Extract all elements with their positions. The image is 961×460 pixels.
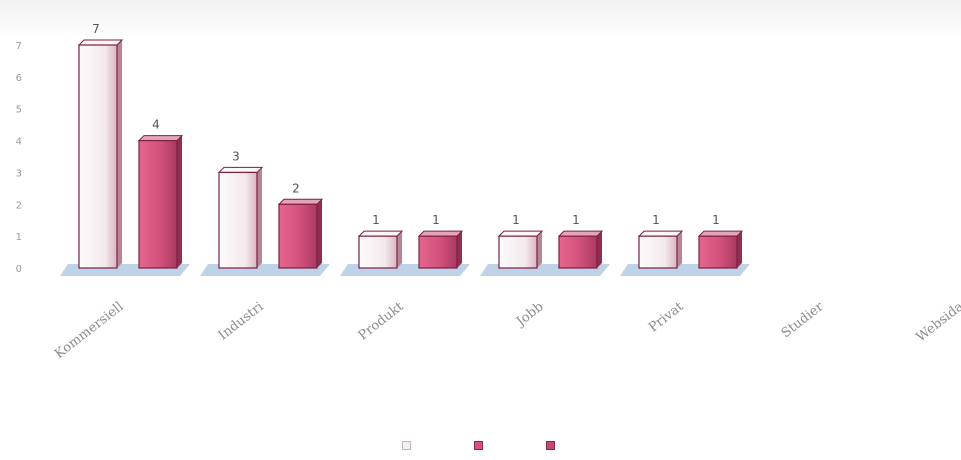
bar-side-light (257, 167, 262, 268)
data-label: 1 (712, 213, 720, 227)
data-label: 1 (432, 213, 440, 227)
bar-light (358, 235, 398, 269)
y-tick-label: 7 (16, 41, 22, 52)
bar-side-light (537, 231, 542, 268)
data-label: 2 (292, 181, 300, 195)
y-tick-label: 0 (16, 264, 22, 275)
bar-top-light (637, 230, 684, 237)
legend-swatch (473, 441, 483, 450)
bar-side-light (677, 231, 682, 268)
legend-swatch (545, 441, 555, 450)
legend-item (401, 441, 416, 450)
y-tick-label: 1 (16, 232, 22, 243)
bar-side-pink (737, 231, 742, 268)
bar-light (638, 235, 678, 269)
bar-light (218, 171, 258, 269)
bar-side-pink (317, 199, 322, 268)
x-tick-label: Jobb (512, 299, 546, 330)
bar-top-light (497, 230, 544, 237)
bar-pink (418, 235, 458, 269)
y-tick-label: 2 (16, 200, 22, 211)
bar-light (78, 44, 118, 269)
bar-side-pink (177, 135, 182, 268)
bar-pink (138, 139, 178, 269)
x-tick-label: Websida (914, 299, 961, 345)
bar-pink (278, 203, 318, 269)
bar-pink (558, 235, 598, 269)
bar-top-pink (417, 230, 464, 237)
data-label: 7 (92, 22, 100, 36)
bar-top-light (357, 230, 404, 237)
data-label: 1 (512, 213, 520, 227)
y-tick-label: 6 (16, 73, 22, 84)
bar-marks (77, 39, 744, 269)
x-tick-label: Industri (216, 299, 267, 343)
bar-top-light (77, 39, 124, 46)
y-tick-label: 4 (16, 137, 22, 148)
bar-top-pink (557, 230, 604, 237)
x-axis-labels: Kommersiell Industri Produkt Jobb Privat Stud… (52, 299, 961, 362)
legend-item (545, 441, 560, 450)
data-label: 1 (572, 213, 580, 227)
y-axis-ticks: 0 1 2 3 4 5 6 7 (16, 41, 22, 275)
x-tick-label: Privat (646, 299, 687, 336)
x-tick-label: Produkt (356, 299, 407, 344)
data-label: 3 (232, 149, 240, 163)
y-tick-label: 5 (16, 105, 22, 116)
legend-item (473, 441, 488, 450)
bar-top-pink (697, 230, 744, 237)
y-tick-label: 3 (16, 168, 22, 179)
bar-side-light (397, 231, 402, 268)
x-tick-label: Kommersiell (52, 299, 126, 362)
bar-top-light (217, 166, 264, 173)
bar-light (498, 235, 538, 269)
legend (0, 441, 961, 450)
bar-side-pink (597, 231, 602, 268)
legend-swatch (401, 441, 411, 450)
bar-top-pink (277, 198, 324, 205)
data-labels: 7 4 3 2 1 1 1 1 1 1 (92, 22, 720, 227)
data-label: 1 (372, 213, 380, 227)
x-tick-label: Studier (779, 299, 827, 341)
bar-side-pink (457, 231, 462, 268)
data-label: 1 (652, 213, 660, 227)
bar-side-light (117, 40, 122, 268)
bar-top-pink (137, 135, 184, 142)
data-label: 4 (152, 118, 160, 132)
bar-pink (698, 235, 738, 269)
bar-chart: 0 1 2 3 4 5 6 7 7 4 3 2 1 1 1 1 1 1 Kommersiell Industri P… (16, 22, 961, 362)
chart-header-band (0, 0, 961, 40)
